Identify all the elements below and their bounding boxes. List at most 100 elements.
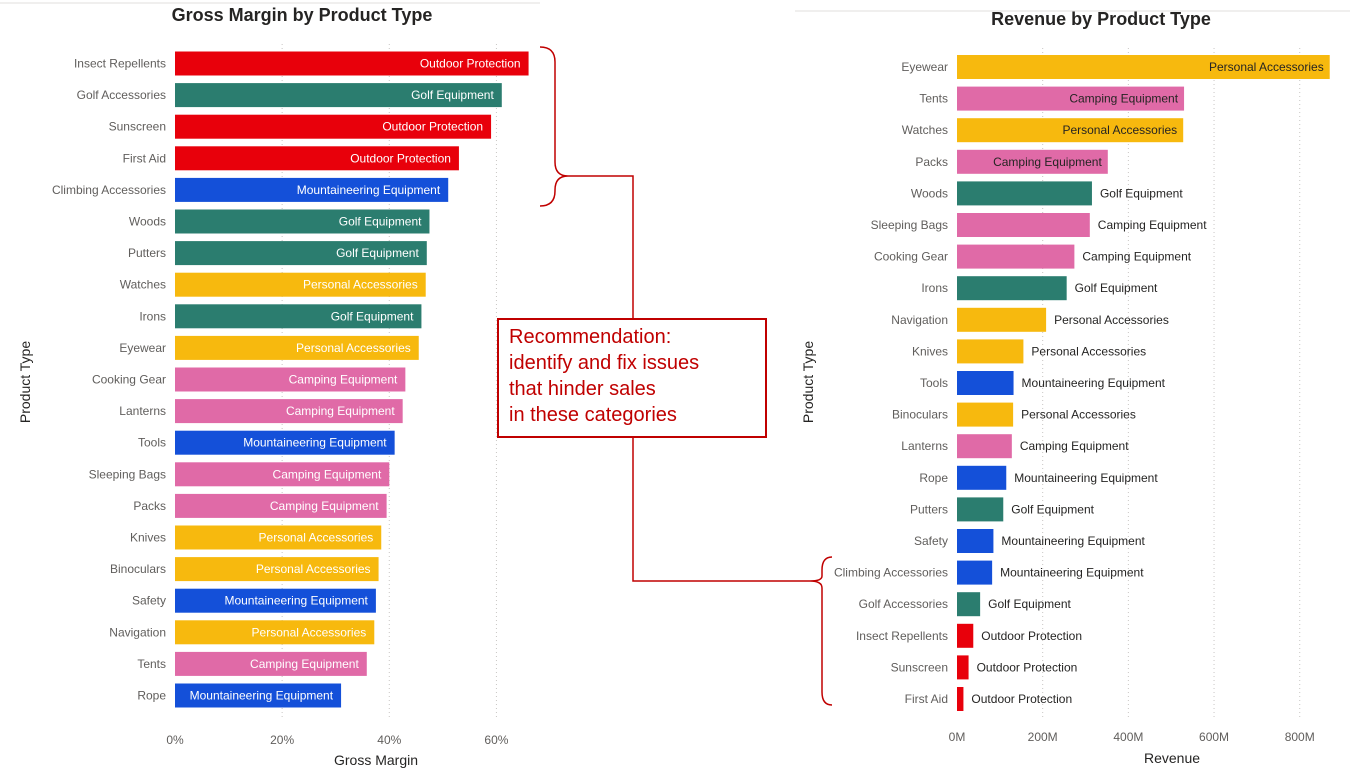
- gm-x-tick-label: 40%: [377, 733, 401, 747]
- gm-bar-packs[interactable]: [175, 493, 387, 518]
- gm-bar-label-tools: Mountaineering Equipment: [243, 436, 387, 450]
- revenue-x-axis-title: Revenue: [1144, 750, 1200, 766]
- rev-bar-label-watches: Personal Accessories: [1062, 123, 1177, 137]
- rev-category-label-rope: Rope: [919, 471, 948, 485]
- gm-category-label-golf-accessories: Golf Accessories: [77, 88, 166, 102]
- gm-category-label-knives: Knives: [130, 531, 166, 545]
- gm-bar-tents[interactable]: [175, 651, 367, 676]
- rev-bar-tents[interactable]: [957, 86, 1185, 111]
- gm-bar-tools[interactable]: [175, 430, 395, 455]
- rev-bar-eyewear[interactable]: [957, 55, 1330, 79]
- gm-bar-rope[interactable]: [175, 683, 342, 708]
- gm-category-label-watches: Watches: [120, 278, 166, 292]
- rev-bar-packs[interactable]: [957, 149, 1108, 174]
- rev-bar-binoculars[interactable]: [957, 402, 1014, 427]
- rev-category-label-navigation: Navigation: [891, 313, 948, 327]
- rev-category-label-watches: Watches: [902, 123, 948, 137]
- gm-bar-label-tents: Camping Equipment: [250, 657, 359, 671]
- gm-category-label-sunscreen: Sunscreen: [109, 120, 166, 134]
- gm-category-label-woods: Woods: [129, 215, 166, 229]
- gm-bar-sunscreen[interactable]: [175, 114, 492, 139]
- rev-bar-label-safety: Mountaineering Equipment: [1001, 534, 1145, 548]
- rev-bar-rope[interactable]: [957, 465, 1007, 490]
- rev-category-label-climbing-accessories: Climbing Accessories: [834, 566, 948, 580]
- rev-bar-climbing-accessories[interactable]: [957, 560, 993, 585]
- rev-bar-knives[interactable]: [957, 339, 1024, 364]
- rev-bar-label-tools: Mountaineering Equipment: [1022, 376, 1166, 390]
- gm-category-label-sleeping-bags: Sleeping Bags: [89, 467, 166, 481]
- gm-category-label-lanterns: Lanterns: [119, 404, 166, 418]
- rev-bar-label-insect-repellents: Outdoor Protection: [981, 629, 1082, 643]
- gm-bar-lanterns[interactable]: [175, 399, 403, 424]
- rev-category-label-safety: Safety: [914, 534, 948, 548]
- gm-bar-label-rope: Mountaineering Equipment: [190, 689, 334, 703]
- gm-bar-binoculars[interactable]: [175, 557, 379, 582]
- gm-category-label-tools: Tools: [138, 436, 166, 450]
- gm-bar-label-sunscreen: Outdoor Protection: [382, 120, 483, 134]
- gm-category-label-eyewear: Eyewear: [119, 341, 166, 355]
- gm-bar-label-cooking-gear: Camping Equipment: [289, 373, 398, 387]
- rev-bar-safety[interactable]: [957, 529, 994, 553]
- gm-bar-eyewear[interactable]: [175, 335, 419, 360]
- gm-bar-putters[interactable]: [175, 241, 427, 266]
- gm-bar-first-aid[interactable]: [175, 146, 459, 171]
- rev-bar-insect-repellents[interactable]: [957, 623, 974, 648]
- rev-category-label-lanterns: Lanterns: [901, 439, 948, 453]
- rev-bar-first-aid[interactable]: [957, 687, 964, 711]
- rev-bar-label-golf-accessories: Golf Equipment: [988, 597, 1071, 611]
- gm-bar-knives[interactable]: [175, 525, 382, 550]
- gm-bar-insect-repellents[interactable]: [175, 51, 529, 76]
- rev-category-label-tools: Tools: [920, 376, 948, 390]
- rev-category-label-knives: Knives: [912, 344, 948, 358]
- rev-x-tick-label: 200M: [1028, 730, 1058, 744]
- rev-category-label-first-aid: First Aid: [905, 692, 948, 706]
- rev-category-label-binoculars: Binoculars: [892, 408, 948, 422]
- rev-bar-golf-accessories[interactable]: [957, 592, 981, 617]
- rev-bar-label-sleeping-bags: Camping Equipment: [1098, 218, 1207, 232]
- gm-bar-climbing-accessories[interactable]: [175, 177, 449, 202]
- gm-category-label-insect-repellents: Insect Repellents: [74, 57, 166, 71]
- rev-bar-label-first-aid: Outdoor Protection: [971, 692, 1072, 706]
- rev-bar-sleeping-bags[interactable]: [957, 213, 1090, 237]
- gm-category-label-binoculars: Binoculars: [110, 562, 166, 576]
- rev-bar-label-binoculars: Personal Accessories: [1021, 408, 1136, 422]
- rev-x-tick-label: 600M: [1199, 730, 1229, 744]
- gm-bar-label-safety: Mountaineering Equipment: [224, 594, 368, 608]
- gm-bar-watches[interactable]: [175, 272, 426, 297]
- rev-bar-putters[interactable]: [957, 497, 1004, 522]
- revenue-chart-title: Revenue by Product Type: [991, 9, 1211, 29]
- rev-bar-label-knives: Personal Accessories: [1031, 344, 1146, 358]
- gm-bar-woods[interactable]: [175, 209, 430, 234]
- recommendation-line-4: in these categories: [509, 404, 677, 426]
- gm-bar-safety[interactable]: [175, 588, 376, 613]
- gm-bar-cooking-gear[interactable]: [175, 367, 406, 392]
- rev-bar-cooking-gear[interactable]: [957, 244, 1075, 269]
- rev-bar-watches[interactable]: [957, 118, 1184, 143]
- gm-category-label-navigation: Navigation: [109, 625, 166, 639]
- gm-bar-label-binoculars: Personal Accessories: [256, 562, 371, 576]
- gm-bar-irons[interactable]: [175, 304, 422, 329]
- rev-bar-label-rope: Mountaineering Equipment: [1014, 471, 1158, 485]
- gm-x-tick-label: 0%: [166, 733, 184, 747]
- rev-category-label-insect-repellents: Insect Repellents: [856, 629, 948, 643]
- gm-bar-golf-accessories[interactable]: [175, 83, 502, 108]
- gm-bar-navigation[interactable]: [175, 620, 375, 645]
- rev-bar-sunscreen[interactable]: [957, 655, 969, 680]
- recommendation-line-2: identify and fix issues: [509, 352, 700, 374]
- gm-bar-label-first-aid: Outdoor Protection: [350, 151, 451, 165]
- rev-bar-lanterns[interactable]: [957, 434, 1012, 459]
- gm-category-label-tents: Tents: [137, 657, 166, 671]
- rev-bar-irons[interactable]: [957, 276, 1067, 301]
- rev-bar-tools[interactable]: [957, 371, 1014, 395]
- rev-x-tick-label: 400M: [1113, 730, 1143, 744]
- rev-bar-navigation[interactable]: [957, 307, 1047, 332]
- gm-x-tick-label: 20%: [270, 733, 294, 747]
- recommendation-box: Recommendation: identify and fix issues …: [497, 318, 767, 438]
- rev-bar-woods[interactable]: [957, 181, 1092, 206]
- rev-bar-label-putters: Golf Equipment: [1011, 502, 1094, 516]
- gm-bar-label-packs: Camping Equipment: [270, 499, 379, 513]
- revenue-y-axis-title: Product Type: [800, 341, 816, 423]
- gm-bar-sleeping-bags[interactable]: [175, 462, 390, 487]
- gm-bar-label-eyewear: Personal Accessories: [296, 341, 411, 355]
